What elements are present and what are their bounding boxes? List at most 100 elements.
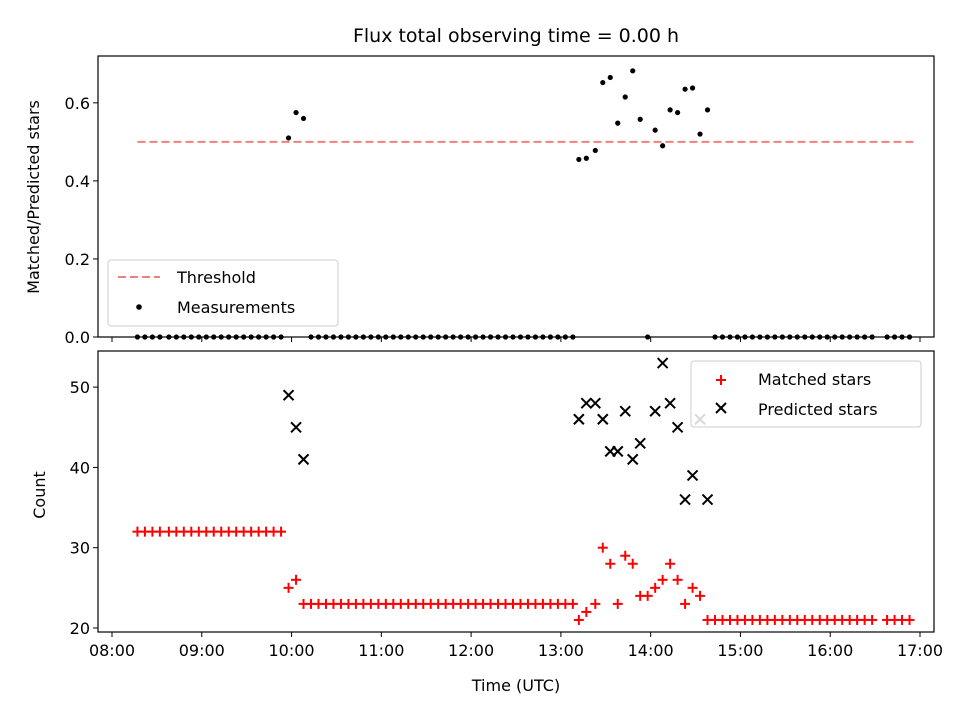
- bottom-plot-area: [132, 357, 915, 625]
- measurement-point: [630, 68, 636, 74]
- matched-star-point: [642, 590, 653, 601]
- matched-star-point: [581, 606, 592, 617]
- bottom-legend-box: [690, 360, 922, 428]
- legend-predicted-swatch: [715, 402, 727, 414]
- matched-star-point: [620, 550, 631, 561]
- measurement-point: [697, 131, 703, 137]
- predicted-star-point: [701, 493, 714, 506]
- x-tick-label: 14:00: [628, 641, 674, 660]
- measurement-point: [652, 127, 658, 133]
- bottom-x-axis: 08:00 09:00 10:00 11:00 12:00 13:00 14:00 15:00…: [89, 632, 943, 660]
- measurement-point: [592, 147, 598, 154]
- predicted-star-point: [671, 421, 684, 433]
- x-tick-label: 16:00: [807, 641, 853, 660]
- predicted-star-point: [612, 445, 624, 458]
- x-tick-label: 15:00: [717, 641, 763, 660]
- measurement-point: [293, 109, 299, 116]
- top-legend-box: [107, 259, 339, 327]
- bottom-axes-frame: [97, 350, 935, 633]
- measurement-point: [607, 74, 613, 81]
- matched-star-point: [867, 614, 878, 625]
- legend-measurements-swatch: [136, 304, 142, 310]
- legend-matched-label: Matched stars: [758, 370, 871, 389]
- legend-predicted-label: Predicted stars: [758, 400, 878, 419]
- matched-star-point: [657, 574, 668, 585]
- matched-star-point: [665, 558, 676, 569]
- bottom-legend: Matched stars Predicted stars: [690, 360, 922, 428]
- matched-star-point: [687, 582, 698, 593]
- predicted-star-point: [627, 453, 639, 466]
- predicted-star-point: [664, 397, 676, 409]
- top-axes-frame: [97, 55, 935, 338]
- x-tick-label: 10:00: [269, 641, 315, 660]
- measurement-point: [285, 135, 292, 141]
- measurement-point: [675, 109, 681, 116]
- top-legend: Threshold Measurements: [107, 259, 339, 327]
- legend-matched-swatch: [716, 375, 726, 385]
- x-tick-label: 17:00: [897, 641, 943, 660]
- bottom-y-tick-label: 30: [70, 539, 90, 558]
- measurement-point: [667, 107, 673, 113]
- predicted-star-point: [573, 413, 585, 425]
- measurement-point: [583, 155, 589, 161]
- bottom-y-axis: 20 30 40 50: [70, 378, 98, 638]
- bottom-y-tick-label: 40: [70, 458, 90, 477]
- predicted-star-point: [649, 405, 661, 417]
- top-y-axis-label: Matched/Predicted stars: [24, 100, 43, 294]
- matched-star-point: [680, 598, 691, 609]
- x-tick-label: 12:00: [448, 641, 494, 660]
- x-tick-label: 13:00: [538, 641, 584, 660]
- predicted-star-point: [634, 437, 646, 450]
- measurement-point: [576, 156, 582, 163]
- matched-star-point: [597, 542, 608, 553]
- predicted-star-point: [282, 389, 295, 401]
- predicted-star-point: [580, 397, 593, 409]
- top-x-axis: [111, 337, 921, 342]
- x-tick-label: 11:00: [358, 641, 404, 660]
- matched-star-point: [627, 558, 638, 569]
- measurement-point: [600, 79, 606, 86]
- matched-star-point: [567, 598, 578, 609]
- top-y-tick-label: 0.0: [65, 328, 90, 347]
- top-y-tick-label: 0.6: [65, 94, 90, 113]
- matched-star-point: [283, 582, 294, 593]
- predicted-star-point: [679, 493, 691, 506]
- predicted-star-point: [290, 421, 302, 433]
- measurement-point: [300, 115, 307, 122]
- measurement-point: [615, 120, 621, 126]
- matched-star-point: [291, 574, 302, 585]
- top-y-axis: 0.0 0.2 0.4 0.6: [65, 94, 98, 347]
- x-tick-label: 09:00: [179, 641, 225, 660]
- predicted-star-point: [656, 357, 669, 369]
- predicted-star-point: [297, 453, 310, 466]
- matched-star-point: [904, 614, 915, 625]
- top-chart-title: Flux total observing time = 0.00 h: [353, 25, 679, 47]
- legend-threshold-label: Threshold: [176, 268, 256, 287]
- bottom-y-axis-label: Count: [30, 471, 49, 519]
- matched-star-point: [605, 558, 616, 569]
- bottom-y-tick-label: 20: [70, 619, 90, 638]
- matched-star-point: [695, 590, 706, 601]
- predicted-star-point: [589, 397, 602, 409]
- predicted-star-point: [597, 413, 609, 425]
- measurement-point: [622, 94, 628, 100]
- matched-star-point: [650, 582, 661, 593]
- top-y-tick-label: 0.4: [65, 172, 90, 191]
- matched-star-point: [590, 598, 601, 609]
- bottom-y-tick-label: 50: [70, 378, 90, 397]
- matched-star-point: [154, 526, 165, 537]
- bottom-x-axis-label: Time (UTC): [471, 676, 560, 695]
- predicted-star-point: [686, 469, 699, 482]
- measurement-point: [682, 86, 688, 92]
- predicted-star-point: [619, 405, 631, 417]
- measurement-point: [660, 143, 666, 149]
- measurement-point: [704, 107, 711, 113]
- matched-star-point: [573, 614, 584, 625]
- legend-measurements-label: Measurements: [177, 298, 295, 317]
- matched-star-point: [276, 526, 287, 537]
- x-tick-label: 08:00: [89, 641, 135, 660]
- matched-star-point: [612, 598, 623, 609]
- measurement-point: [689, 85, 696, 91]
